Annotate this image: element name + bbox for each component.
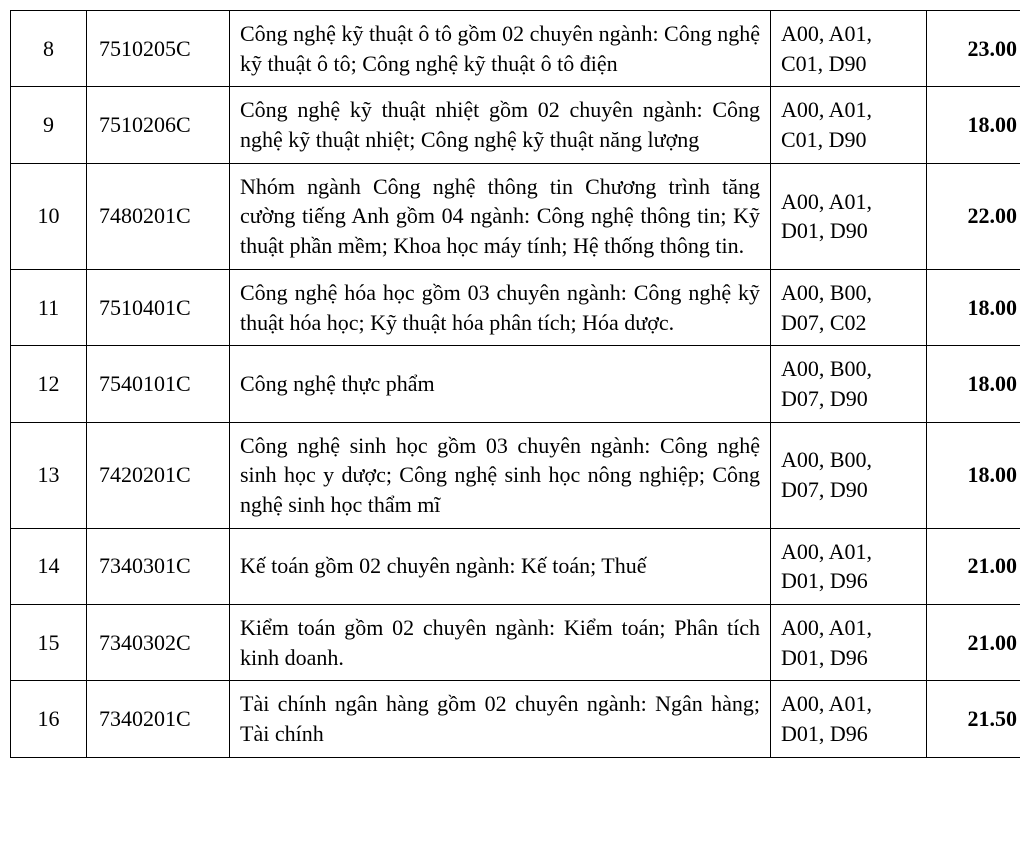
cell-subjects: A00, A01, D01, D96 xyxy=(771,605,927,681)
cell-desc: Công nghệ sinh học gồm 03 chuyên ngành: … xyxy=(230,422,771,528)
cell-score: 22.00 xyxy=(927,163,1020,269)
cell-score: 18.00 xyxy=(927,87,1020,163)
table-row: 147340301CKế toán gồm 02 chuyên ngành: K… xyxy=(11,528,1020,604)
cell-num: 8 xyxy=(11,11,87,87)
cell-desc: Tài chính ngân hàng gồm 02 chuyên ngành:… xyxy=(230,681,771,757)
cell-subjects: A00, A01, D01, D96 xyxy=(771,528,927,604)
table-row: 87510205CCông nghệ kỹ thuật ô tô gồm 02 … xyxy=(11,11,1020,87)
cell-code: 7540101C xyxy=(87,346,230,422)
cell-code: 7510401C xyxy=(87,269,230,345)
cell-code: 7340302C xyxy=(87,605,230,681)
cell-score: 18.00 xyxy=(927,422,1020,528)
cell-score: 21.00 xyxy=(927,605,1020,681)
table-row: 107480201CNhóm ngành Công nghệ thông tin… xyxy=(11,163,1020,269)
cell-subjects: A00, A01, C01, D90 xyxy=(771,11,927,87)
cell-code: 7510205C xyxy=(87,11,230,87)
cell-desc: Kiểm toán gồm 02 chuyên ngành: Kiểm toán… xyxy=(230,605,771,681)
cell-score: 18.00 xyxy=(927,269,1020,345)
cell-num: 13 xyxy=(11,422,87,528)
table-row: 167340201CTài chính ngân hàng gồm 02 chu… xyxy=(11,681,1020,757)
cell-subjects: A00, A01, D01, D90 xyxy=(771,163,927,269)
cell-num: 9 xyxy=(11,87,87,163)
cell-code: 7340301C xyxy=(87,528,230,604)
cell-subjects: A00, B00, D07, C02 xyxy=(771,269,927,345)
cell-num: 10 xyxy=(11,163,87,269)
cell-code: 7420201C xyxy=(87,422,230,528)
cell-num: 16 xyxy=(11,681,87,757)
cell-desc: Nhóm ngành Công nghệ thông tin Chương tr… xyxy=(230,163,771,269)
cell-desc: Công nghệ kỹ thuật ô tô gồm 02 chuyên ng… xyxy=(230,11,771,87)
cell-score: 21.00 xyxy=(927,528,1020,604)
admissions-table: 87510205CCông nghệ kỹ thuật ô tô gồm 02 … xyxy=(10,10,1020,758)
cell-num: 12 xyxy=(11,346,87,422)
cell-num: 14 xyxy=(11,528,87,604)
table-row: 127540101CCông nghệ thực phẩmA00, B00, D… xyxy=(11,346,1020,422)
cell-subjects: A00, A01, C01, D90 xyxy=(771,87,927,163)
table-row: 157340302CKiểm toán gồm 02 chuyên ngành:… xyxy=(11,605,1020,681)
cell-num: 11 xyxy=(11,269,87,345)
cell-score: 18.00 xyxy=(927,346,1020,422)
table-row: 97510206CCông nghệ kỹ thuật nhiệt gồm 02… xyxy=(11,87,1020,163)
cell-subjects: A00, A01, D01, D96 xyxy=(771,681,927,757)
cell-desc: Công nghệ hóa học gồm 03 chuyên ngành: C… xyxy=(230,269,771,345)
cell-score: 21.50 xyxy=(927,681,1020,757)
cell-score: 23.00 xyxy=(927,11,1020,87)
table-row: 137420201CCông nghệ sinh học gồm 03 chuy… xyxy=(11,422,1020,528)
table-row: 117510401CCông nghệ hóa học gồm 03 chuyê… xyxy=(11,269,1020,345)
cell-code: 7510206C xyxy=(87,87,230,163)
cell-subjects: A00, B00, D07, D90 xyxy=(771,422,927,528)
cell-subjects: A00, B00, D07, D90 xyxy=(771,346,927,422)
cell-code: 7480201C xyxy=(87,163,230,269)
cell-num: 15 xyxy=(11,605,87,681)
cell-desc: Công nghệ thực phẩm xyxy=(230,346,771,422)
cell-desc: Công nghệ kỹ thuật nhiệt gồm 02 chuyên n… xyxy=(230,87,771,163)
cell-code: 7340201C xyxy=(87,681,230,757)
cell-desc: Kế toán gồm 02 chuyên ngành: Kế toán; Th… xyxy=(230,528,771,604)
